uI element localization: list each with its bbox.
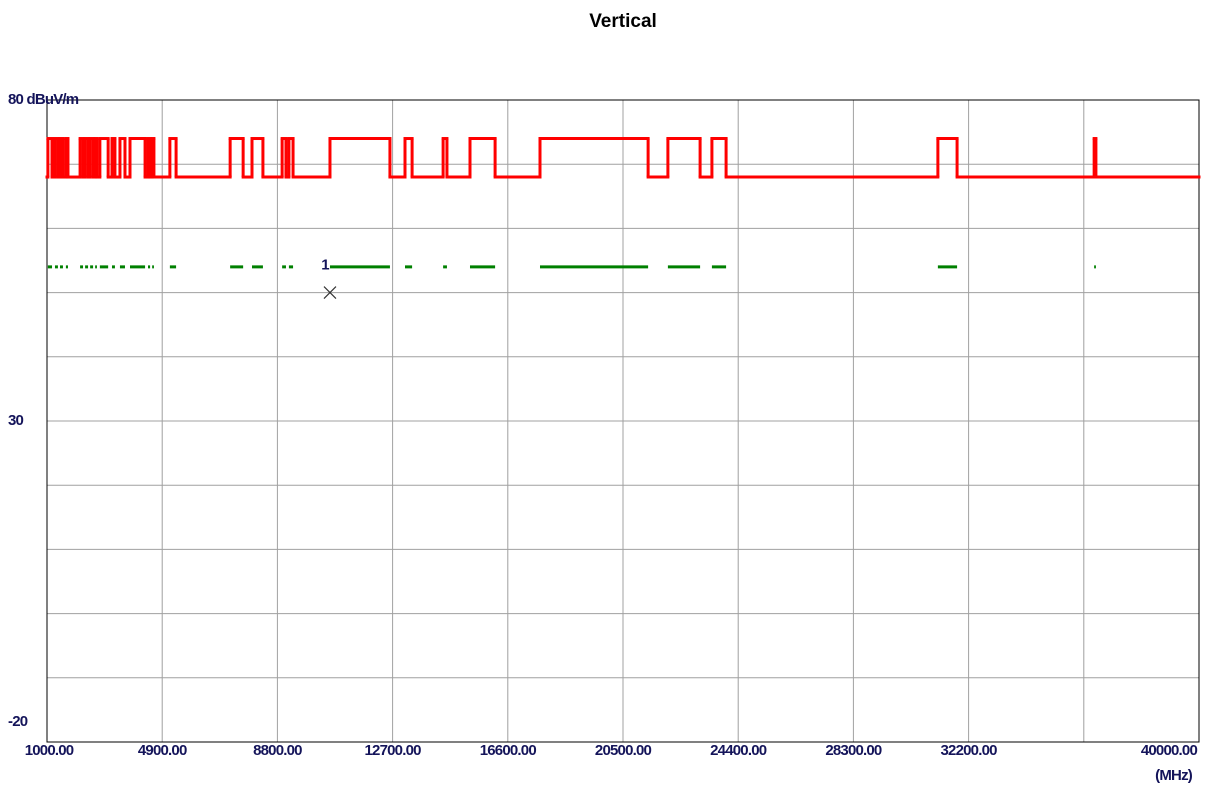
- x-tick-label: 40000.00: [1141, 742, 1198, 759]
- marker-label: 1: [321, 257, 329, 274]
- x-tick-label: 12700.00: [365, 742, 422, 759]
- y-tick-label: 80 dBuV/m: [8, 91, 79, 108]
- x-tick-label: 20500.00: [595, 742, 652, 759]
- chart-title: Vertical: [589, 11, 657, 32]
- x-tick-label: 4900.00: [138, 742, 187, 759]
- x-tick-label: 32200.00: [941, 742, 998, 759]
- x-tick-label: 8800.00: [253, 742, 302, 759]
- y-tick-label: 30: [8, 412, 24, 429]
- x-tick-label: 16600.00: [480, 742, 537, 759]
- x-axis-label: (MHz): [1155, 767, 1193, 784]
- x-tick-label: 1000.00: [25, 742, 74, 759]
- y-tick-label: -20: [8, 713, 28, 730]
- plot-border: [46, 99, 1200, 743]
- x-tick-label: 24400.00: [710, 742, 767, 759]
- marker: [323, 286, 337, 300]
- x-tick-label: 28300.00: [825, 742, 882, 759]
